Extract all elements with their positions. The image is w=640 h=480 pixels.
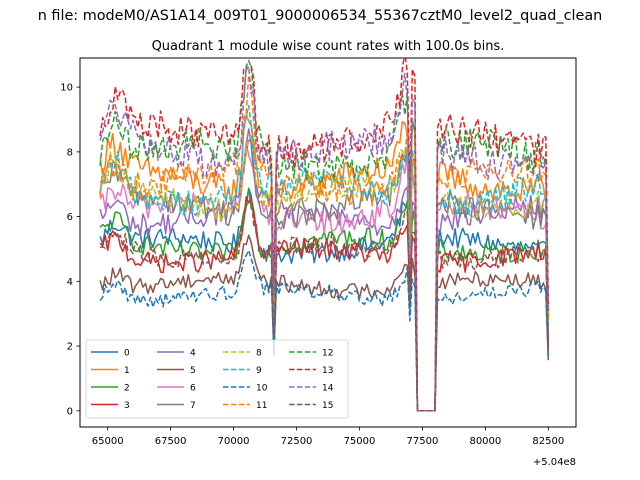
- x-tick-label: 82500: [532, 436, 564, 447]
- legend-label-9: 9: [256, 366, 262, 376]
- legend-label-3: 3: [124, 401, 130, 411]
- legend-label-15: 15: [322, 401, 333, 411]
- series-line-9: [99, 104, 550, 412]
- y-tick-label: 4: [67, 277, 73, 288]
- legend-label-11: 11: [256, 401, 267, 411]
- y-tick-label: 10: [60, 83, 73, 94]
- legend-label-1: 1: [124, 366, 130, 376]
- legend-label-12: 12: [322, 349, 333, 359]
- series-line-15: [100, 195, 550, 412]
- series-line-12: [99, 59, 550, 412]
- series-layer: [99, 58, 550, 412]
- x-tick-label: 75000: [344, 436, 376, 447]
- x-tick-label: 67500: [155, 436, 187, 447]
- x-tick-label: 72500: [281, 436, 313, 447]
- y-tick-label: 6: [67, 212, 73, 223]
- legend-label-13: 13: [322, 366, 333, 376]
- legend-label-5: 5: [190, 366, 196, 376]
- legend-label-14: 14: [322, 384, 334, 394]
- series-line-1: [99, 114, 550, 412]
- x-tick-label: 77500: [407, 436, 439, 447]
- chart-title: Quadrant 1 module wise count rates with …: [152, 39, 505, 54]
- y-tick-label: 2: [67, 342, 73, 353]
- series-line-11: [99, 74, 550, 412]
- y-tick-label: 0: [67, 406, 73, 417]
- series-line-5: [99, 234, 550, 412]
- y-tick-label: 8: [67, 147, 73, 158]
- legend-label-0: 0: [124, 349, 130, 359]
- y-axis: 0 2 4 6 8 10: [60, 83, 80, 417]
- legend-label-2: 2: [124, 384, 130, 394]
- series-line-14: [99, 65, 550, 412]
- x-tick-label: 80000: [469, 436, 501, 447]
- plot-frame: [79, 57, 577, 428]
- legend-label-8: 8: [256, 349, 262, 359]
- x-tick-label: 65000: [92, 436, 124, 447]
- x-offset-label: +5.04e8: [533, 457, 576, 468]
- legend-label-7: 7: [190, 401, 196, 411]
- legend-label-10: 10: [256, 384, 268, 394]
- legend-label-4: 4: [190, 349, 196, 359]
- legend-box: [85, 339, 349, 419]
- series-line-7: [99, 139, 550, 412]
- x-axis: 65000 67500 70000 72500 75000 77500 80000 82500: [92, 427, 564, 447]
- x-tick-label: 70000: [218, 436, 250, 447]
- series-line-10: [99, 249, 550, 412]
- series-line-13: [99, 58, 550, 412]
- legend-label-6: 6: [190, 384, 196, 394]
- figure-suptitle: n file: modeM0/AS1A14_009T01_9000006534_…: [38, 8, 603, 24]
